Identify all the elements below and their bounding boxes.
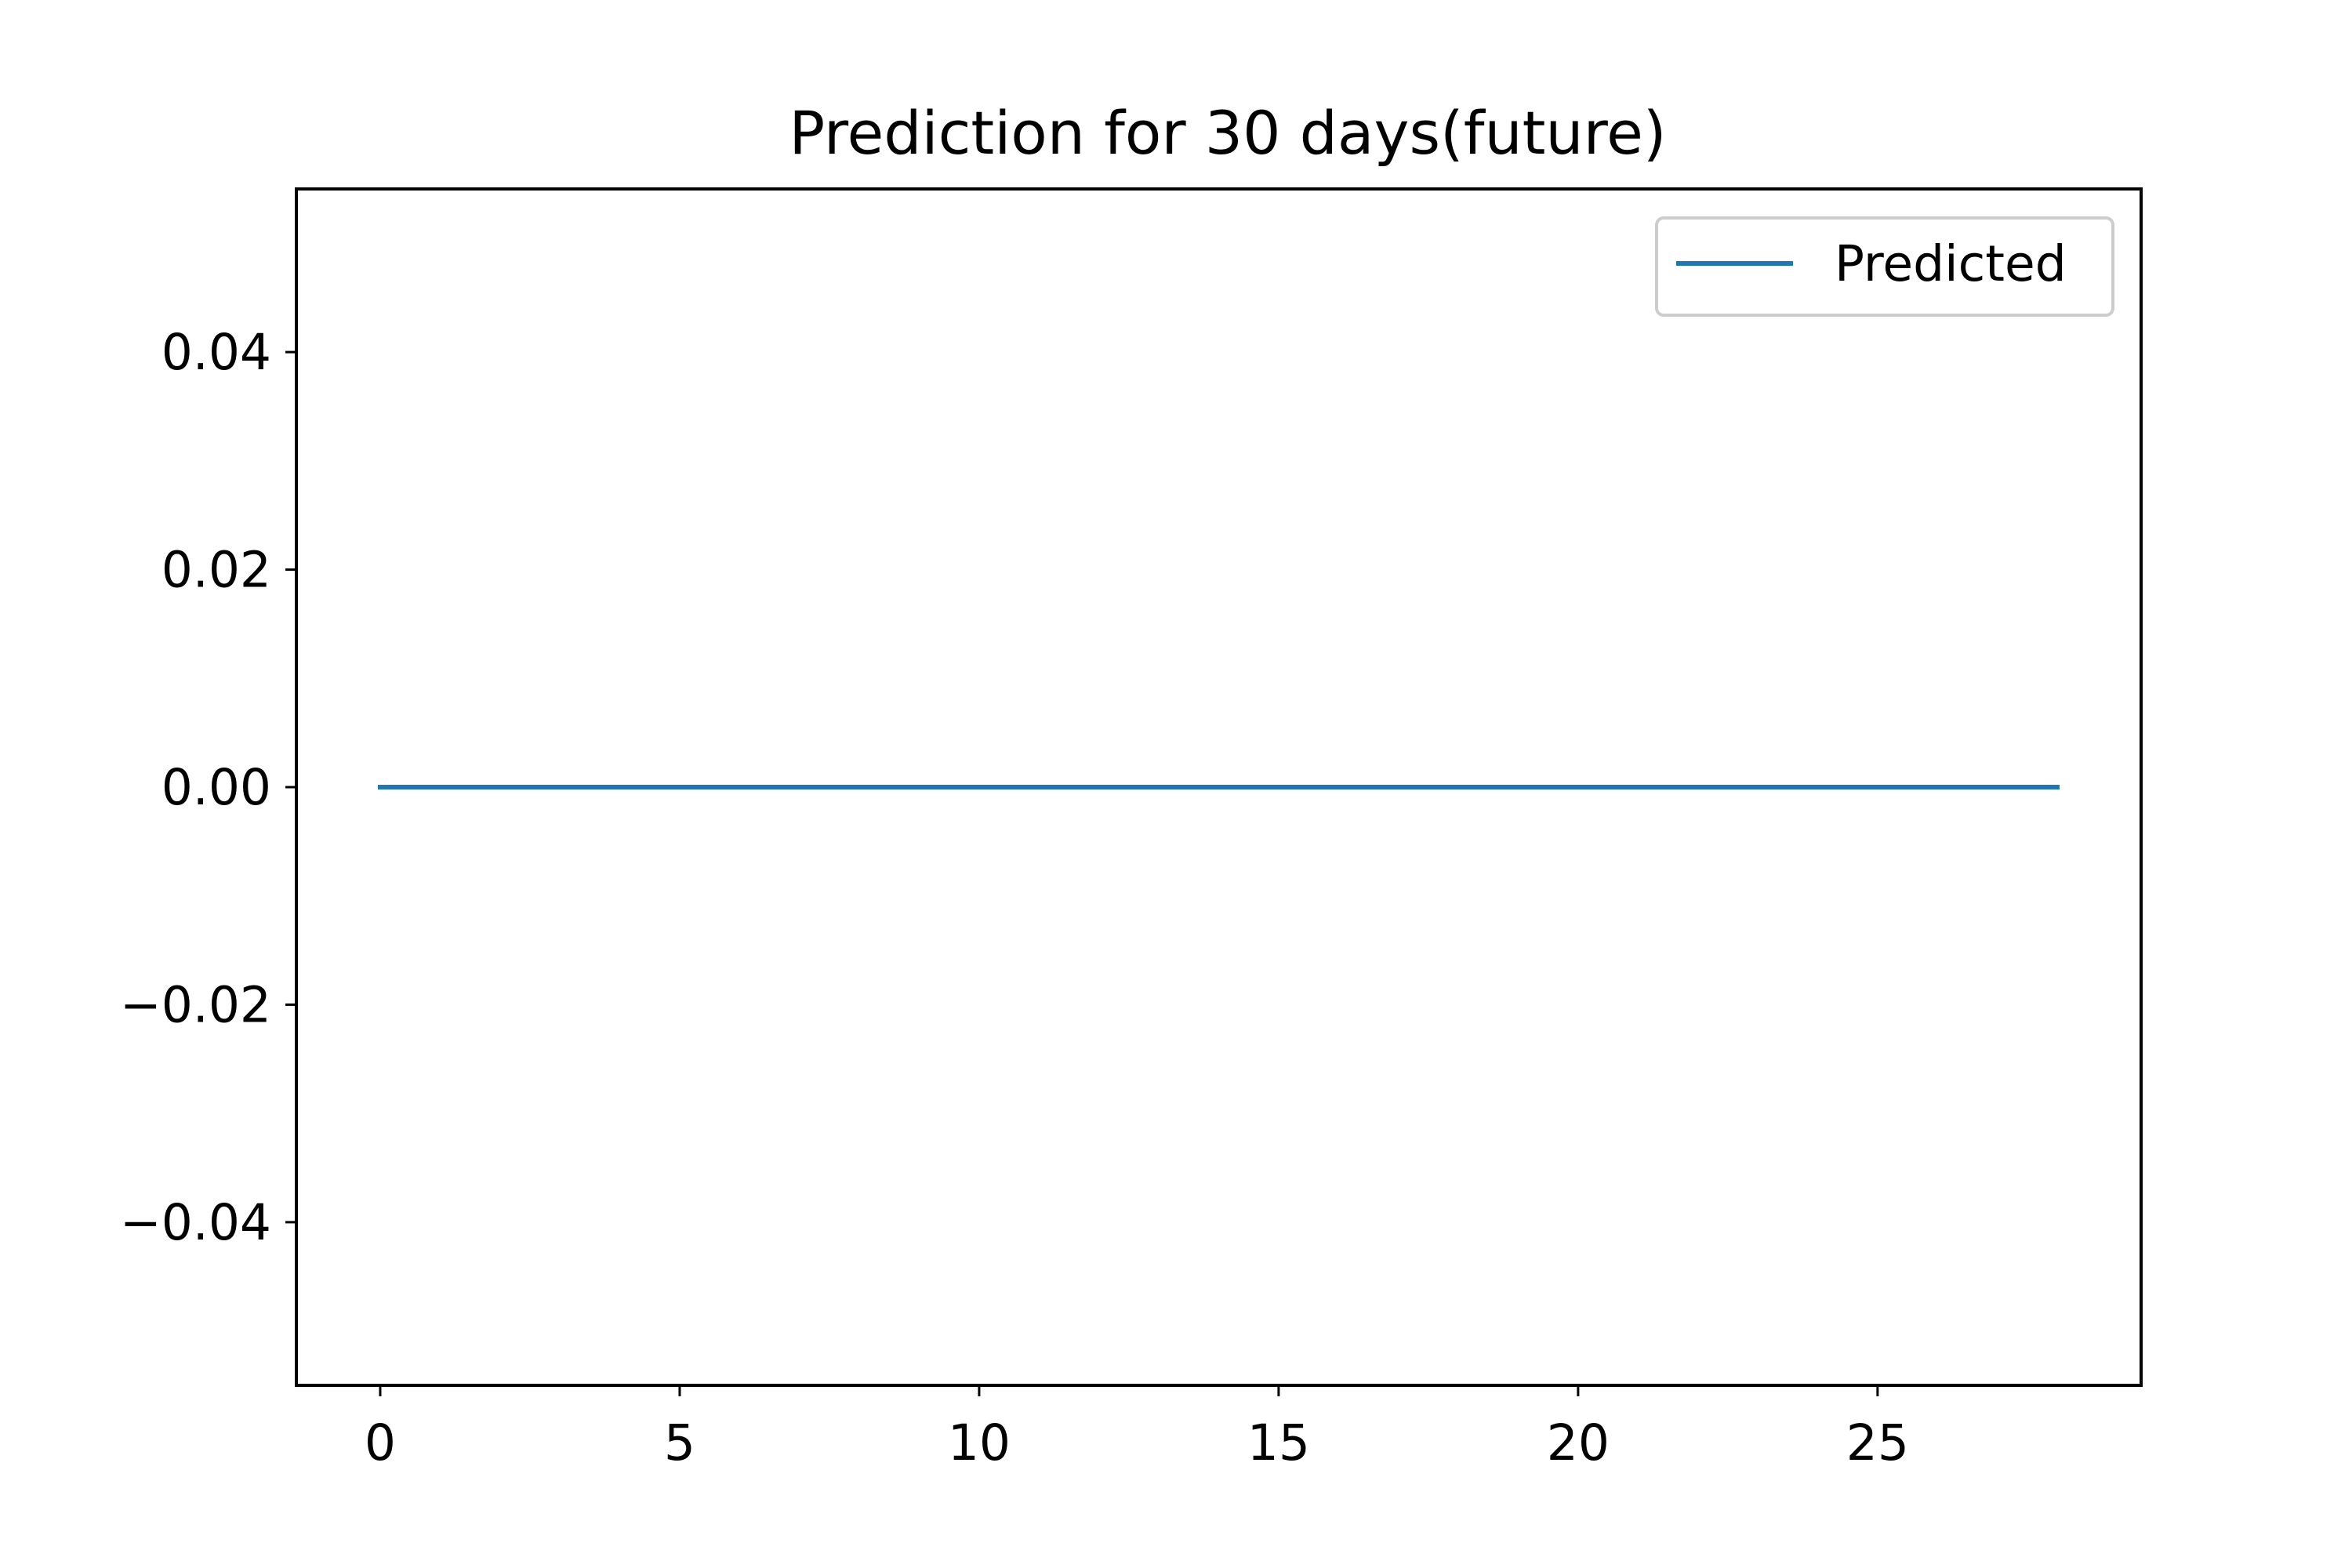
x-tick-label: 5 xyxy=(664,1414,695,1472)
axes: 0 5 10 15 20 25 0.04 0.02 0.00 −0.02 −0.04 xyxy=(120,324,1909,1472)
y-tick-label: 0.02 xyxy=(162,542,271,599)
x-tick-label: 0 xyxy=(365,1414,396,1472)
x-tick-label: 10 xyxy=(948,1414,1011,1472)
x-tick-label: 20 xyxy=(1547,1414,1610,1472)
x-tick-label: 15 xyxy=(1247,1414,1310,1472)
legend: Predicted xyxy=(1655,216,2114,317)
chart-title: Prediction for 30 days(future) xyxy=(789,98,1666,168)
y-tick-label: −0.04 xyxy=(120,1194,271,1251)
plot-frame xyxy=(295,187,2143,1387)
legend-box xyxy=(1655,216,2114,317)
x-tick-label: 25 xyxy=(1846,1414,1909,1472)
y-tick-label: 0.00 xyxy=(162,759,271,816)
y-tick-label: −0.02 xyxy=(120,976,271,1033)
legend-label-predicted: Predicted xyxy=(1835,235,2067,292)
y-tick-label: 0.04 xyxy=(162,324,271,381)
